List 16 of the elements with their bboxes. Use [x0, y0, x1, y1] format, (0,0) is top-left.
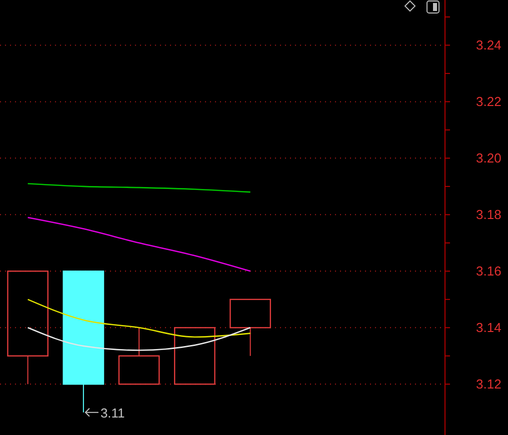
line-series: [27, 182, 251, 193]
line-series: [27, 216, 251, 272]
candlestick: [230, 298, 271, 356]
y-tick-label: 3.18: [476, 206, 502, 222]
candlestick: [118, 327, 160, 385]
y-tick-label: 3.24: [476, 37, 502, 52]
y-tick-label: 3.20: [476, 150, 502, 166]
y-tick-label: 3.22: [476, 94, 502, 109]
y-tick-label: 3.12: [476, 376, 502, 392]
line-series: [27, 327, 251, 351]
candlestick: [7, 270, 48, 385]
y-tick-label: 3.14: [476, 320, 502, 335]
line-series: [27, 298, 251, 338]
candlestick: [174, 327, 216, 385]
annotation: 3.11: [100, 405, 125, 420]
y-tick-label: 3.16: [476, 263, 502, 278]
